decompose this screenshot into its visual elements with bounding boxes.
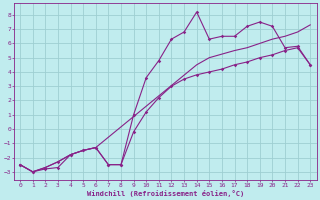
X-axis label: Windchill (Refroidissement éolien,°C): Windchill (Refroidissement éolien,°C) — [86, 190, 244, 197]
